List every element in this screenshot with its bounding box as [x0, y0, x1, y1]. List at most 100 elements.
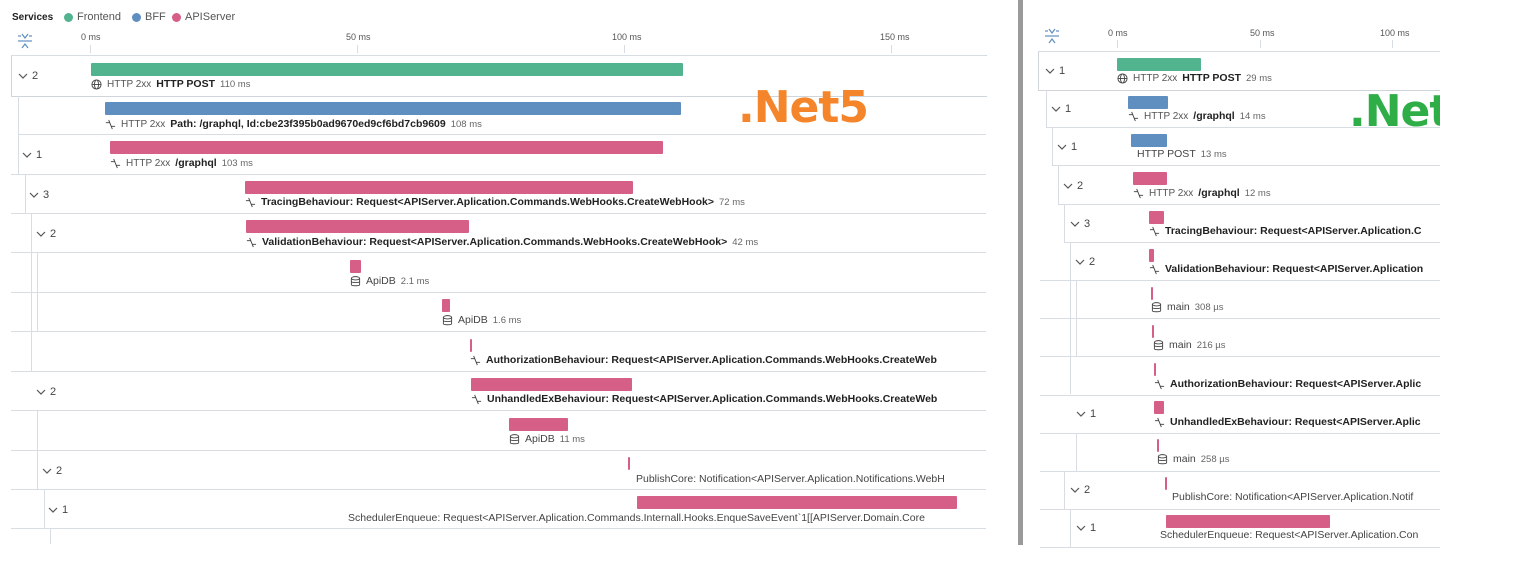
span-label[interactable]: HTTP 2xx /graphql 14 ms — [1128, 110, 1266, 122]
span-label[interactable]: ValidationBehaviour: Request<APIServer.A… — [1149, 263, 1423, 275]
span-label[interactable]: main 216 µs — [1153, 339, 1225, 351]
span-label[interactable]: AuthorizationBehaviour: Request<APIServe… — [470, 354, 937, 366]
span-bar[interactable] — [470, 339, 472, 352]
span-bar[interactable] — [1128, 96, 1168, 109]
span-bar[interactable] — [628, 457, 630, 470]
span-bar[interactable] — [350, 260, 361, 273]
selected-row-frame — [1038, 51, 1440, 91]
span-label[interactable]: HTTP 2xx HTTP POST 110 ms — [91, 78, 250, 90]
span-label[interactable]: SchedulerEnqueue: Request<APIServer.Apli… — [348, 512, 925, 524]
globe-icon — [91, 78, 102, 90]
span-bar[interactable] — [1165, 477, 1167, 490]
span-duration: 42 ms — [732, 236, 759, 248]
chevron-down-icon — [1076, 525, 1086, 531]
expand-toggle[interactable]: 2 — [42, 465, 62, 477]
database-icon — [1151, 301, 1162, 312]
expand-toggle[interactable]: 2 — [1070, 484, 1090, 496]
expand-toggle[interactable]: 1 — [1045, 65, 1065, 77]
span-name: PublishCore: Notification<APIServer.Apli… — [636, 473, 945, 485]
span-name: /graphql — [1193, 110, 1235, 122]
http-status: HTTP 2xx — [126, 157, 171, 169]
span-label[interactable]: UnhandledExBehaviour: Request<APIServer.… — [1154, 416, 1421, 428]
span-label[interactable]: PublishCore: Notification<APIServer.Apli… — [1172, 491, 1413, 503]
span-icon — [246, 237, 257, 247]
span-bar[interactable] — [1133, 172, 1167, 185]
span-label[interactable]: ApiDB 2.1 ms — [350, 275, 429, 287]
span-bar[interactable] — [110, 141, 663, 154]
span-name: TracingBehaviour: Request<APIServer.Apli… — [1165, 225, 1422, 237]
chevron-down-icon — [1045, 68, 1055, 74]
expand-toggle[interactable]: 2 — [36, 228, 56, 240]
span-name: AuthorizationBehaviour: Request<APIServe… — [1170, 378, 1422, 390]
http-status: HTTP 2xx — [107, 78, 152, 90]
span-duration: 13 ms — [1200, 148, 1227, 160]
span-label[interactable]: PublishCore: Notification<APIServer.Apli… — [636, 473, 945, 485]
expand-toggle[interactable]: 1 — [1057, 141, 1077, 153]
span-bar[interactable] — [1151, 287, 1153, 300]
span-label[interactable]: HTTP 2xx /graphql 12 ms — [1133, 187, 1271, 199]
span-label[interactable]: UnhandledExBehaviour: Request<APIServer.… — [471, 393, 937, 405]
span-label[interactable]: ValidationBehaviour: Request<APIServer.A… — [246, 236, 758, 248]
span-bar[interactable] — [442, 299, 450, 312]
span-bar[interactable] — [246, 220, 469, 233]
span-bar[interactable] — [1117, 58, 1201, 71]
legend-item-apiserver: APIServer — [172, 11, 235, 23]
span-name: AuthorizationBehaviour: Request<APIServe… — [486, 354, 937, 366]
span-bar[interactable] — [509, 418, 568, 431]
expand-toggle[interactable]: 2 — [18, 70, 38, 82]
span-bar[interactable] — [1152, 325, 1154, 338]
expand-toggle[interactable]: 2 — [36, 386, 56, 398]
chevron-down-icon — [1063, 183, 1073, 189]
span-label[interactable]: HTTP 2xx Path: /graphql, Id:cbe23f395b0a… — [105, 118, 482, 130]
span-bar[interactable] — [1149, 211, 1164, 224]
span-bar[interactable] — [1149, 249, 1154, 262]
expand-toggle[interactable]: 1 — [22, 149, 42, 161]
span-label[interactable]: ApiDB 11 ms — [509, 433, 585, 445]
expand-toggle[interactable]: 1 — [1076, 522, 1096, 534]
child-count: 1 — [1090, 408, 1097, 420]
span-bar[interactable] — [1154, 401, 1164, 414]
expand-toggle[interactable]: 1 — [1076, 408, 1096, 420]
database-icon — [442, 314, 453, 325]
span-label[interactable]: SchedulerEnqueue: Request<APIServer.Apli… — [1160, 529, 1418, 541]
expand-toggle[interactable]: 2 — [1075, 256, 1095, 268]
legend-label: BFF — [145, 11, 166, 23]
span-label[interactable]: main 308 µs — [1151, 301, 1223, 313]
span-icon — [1133, 188, 1144, 198]
span-label[interactable]: HTTP 2xx /graphql 103 ms — [110, 157, 253, 169]
span-duration: 29 ms — [1246, 72, 1272, 84]
expand-toggle[interactable]: 2 — [1063, 180, 1083, 192]
expand-toggle[interactable]: 1 — [48, 504, 68, 516]
collapse-all-icon[interactable] — [16, 32, 34, 50]
span-bar[interactable] — [91, 63, 683, 76]
span-bar[interactable] — [471, 378, 632, 391]
span-bar[interactable] — [105, 102, 681, 115]
chevron-down-icon — [1051, 106, 1061, 112]
span-bar[interactable] — [1166, 515, 1330, 528]
span-duration: 216 µs — [1196, 339, 1226, 351]
span-label[interactable]: HTTP POST 13 ms — [1137, 148, 1227, 160]
span-label[interactable]: TracingBehaviour: Request<APIServer.Apli… — [1149, 225, 1421, 237]
span-name: HTTP POST — [156, 78, 216, 90]
span-bar[interactable] — [637, 496, 957, 509]
http-status: HTTP 2xx — [1149, 187, 1194, 199]
chevron-down-icon — [42, 468, 52, 474]
expand-toggle[interactable]: 1 — [1051, 103, 1071, 115]
collapse-all-icon[interactable] — [1043, 27, 1061, 45]
span-label[interactable]: HTTP 2xx HTTP POST 29 ms — [1117, 72, 1272, 84]
span-bar[interactable] — [1154, 363, 1156, 376]
span-bar[interactable] — [1131, 134, 1167, 147]
http-status: HTTP 2xx — [121, 118, 166, 130]
axis-tick: 50 ms — [346, 32, 371, 42]
expand-toggle[interactable]: 3 — [1070, 218, 1090, 230]
span-bar[interactable] — [1157, 439, 1159, 452]
span-label[interactable]: ApiDB 1.6 ms — [442, 314, 521, 326]
expand-toggle[interactable]: 3 — [29, 189, 49, 201]
span-bar[interactable] — [245, 181, 633, 194]
span-label[interactable]: main 258 µs — [1157, 453, 1229, 465]
child-count: 1 — [1065, 103, 1072, 115]
span-name: ValidationBehaviour: Request<APIServer.A… — [262, 236, 728, 248]
span-icon — [1154, 417, 1165, 427]
span-label[interactable]: TracingBehaviour: Request<APIServer.Apli… — [245, 196, 745, 208]
span-label[interactable]: AuthorizationBehaviour: Request<APIServe… — [1154, 378, 1421, 390]
